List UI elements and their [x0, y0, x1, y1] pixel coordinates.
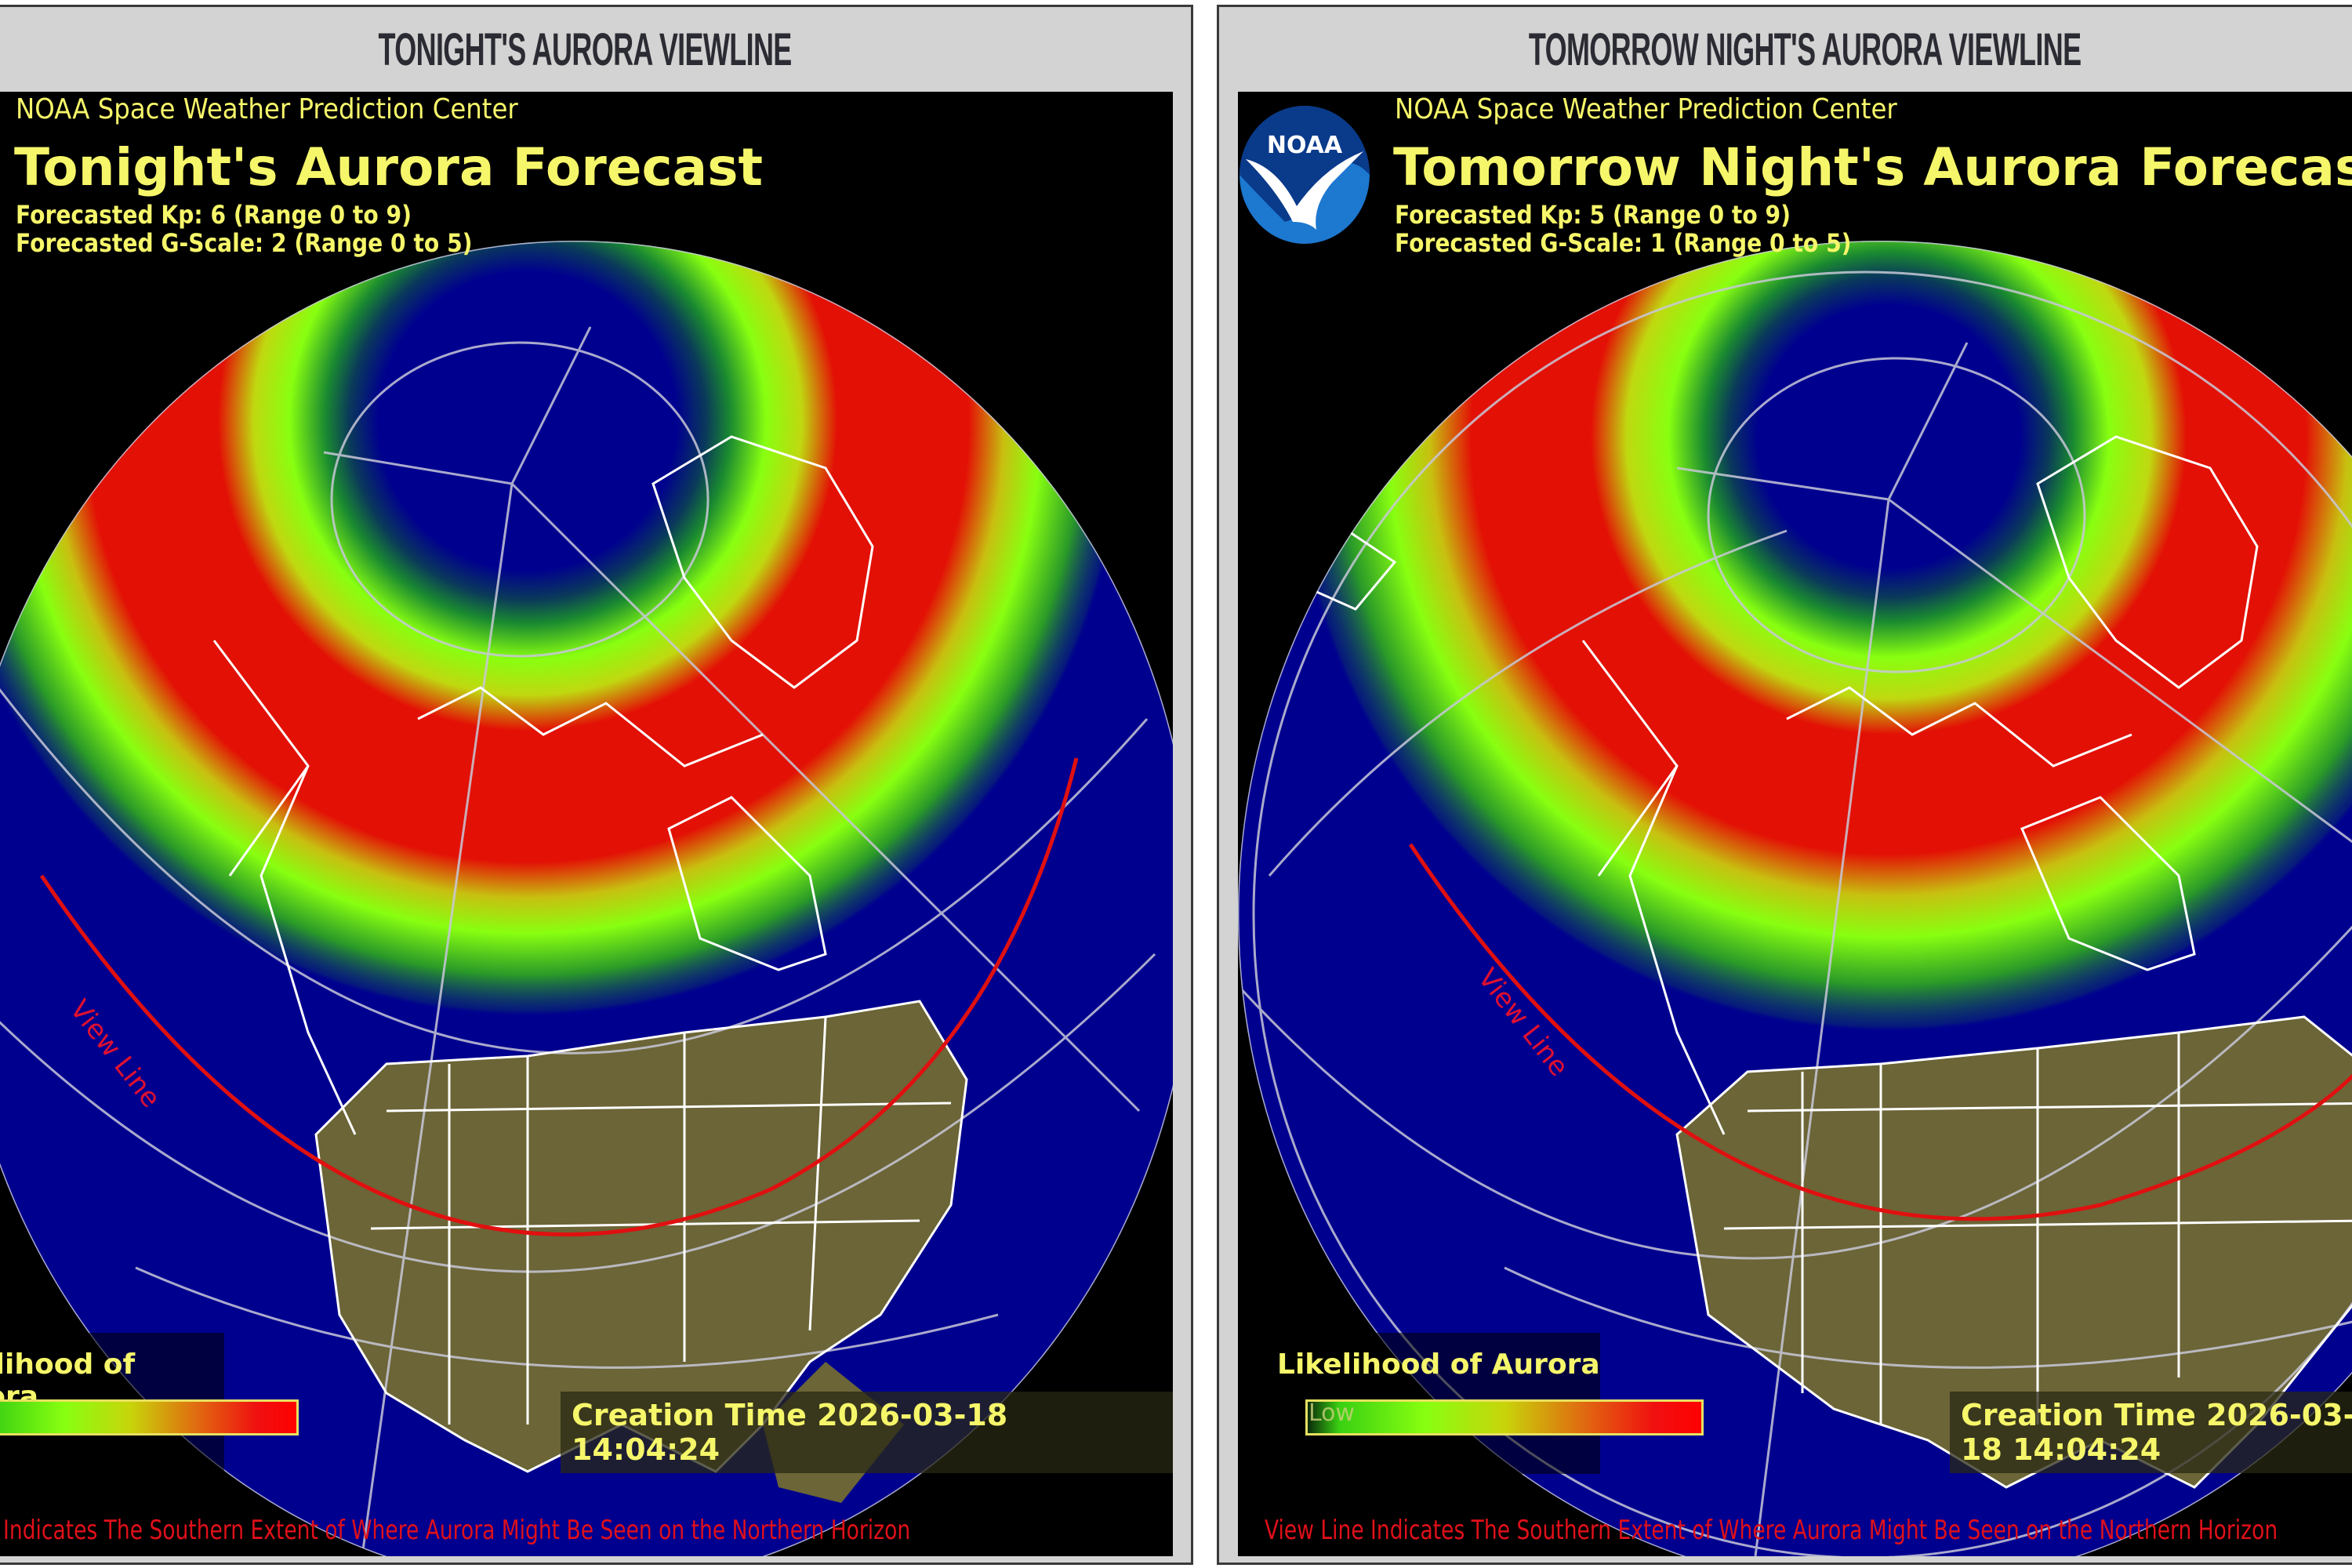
panel-tomorrow: Tomorrow Night's Aurora Viewline: [1217, 5, 2352, 1565]
footnote: View Line Indicates The Southern Extent …: [0, 1515, 911, 1546]
noaa-logo-icon: NOAA: [1240, 106, 1370, 244]
kp-line: Forecasted Kp: 5 (Range 0 to 9): [1395, 200, 1791, 230]
legend-color-bar: [1305, 1399, 1704, 1436]
creation-time: Creation Time 2026-03-18 14:04:24: [561, 1392, 1173, 1473]
logo-text: NOAA: [1267, 132, 1343, 159]
panel-tonight: Tonight's Aurora Viewline: [0, 5, 1193, 1565]
aurora-map-tonight[interactable]: View Line NOAA Space Weather Prediction …: [0, 92, 1173, 1556]
kp-line: Forecasted Kp: 6 (Range 0 to 9): [16, 200, 412, 230]
footnote: View Line Indicates The Southern Extent …: [1265, 1515, 2278, 1546]
panel-title: Tonight's Aurora Viewline: [378, 24, 792, 75]
aurora-map-tomorrow[interactable]: View Line NOAA NOAA Space Weather Predic…: [1238, 92, 2352, 1556]
legend-color-bar: [0, 1399, 299, 1436]
g-scale-line: Forecasted G-Scale: 2 (Range 0 to 5): [16, 228, 473, 258]
legend-title: Likelihood of Aurora: [0, 1348, 136, 1413]
panel-title: Tomorrow Night's Aurora Viewline: [1528, 24, 2082, 75]
creation-time: Creation Time 2026-03-18 14:04:24: [1950, 1392, 2352, 1473]
g-scale-line: Forecasted G-Scale: 1 (Range 0 to 5): [1395, 228, 1852, 258]
forecast-title: Tomorrow Night's Aurora Forecast: [1393, 137, 2352, 198]
panel-header: Tomorrow Night's Aurora Viewline: [1188, 7, 2352, 92]
legend-title: Likelihood of Aurora: [1277, 1348, 1600, 1381]
forecast-title: Tonight's Aurora Forecast: [14, 137, 764, 198]
org-name: NOAA Space Weather Prediction Center: [1395, 93, 1897, 125]
org-name: NOAA Space Weather Prediction Center: [16, 93, 518, 125]
legend-low-label: Low: [1308, 1399, 1356, 1427]
globe-map: View Line: [1238, 241, 2352, 1556]
panel-header: Tonight's Aurora Viewline: [0, 7, 1191, 92]
